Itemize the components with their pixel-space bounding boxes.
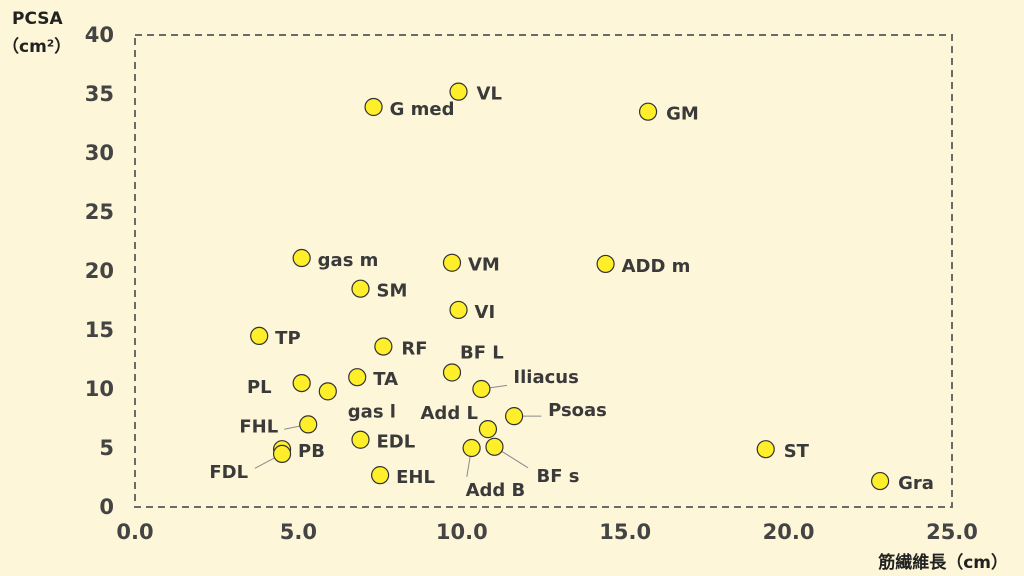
- data-points: [250, 82, 890, 491]
- data-point: [449, 82, 468, 101]
- point-label: Gra: [898, 473, 934, 494]
- point-label: gas l: [348, 401, 396, 422]
- y-tick-label: 0: [99, 495, 114, 519]
- data-point: [250, 326, 269, 345]
- data-point: [292, 374, 311, 393]
- data-point: [351, 279, 370, 298]
- point-label: Psoas: [548, 400, 607, 421]
- point-label: VL: [477, 84, 502, 105]
- point-label: Add L: [421, 403, 478, 424]
- data-point: [364, 97, 383, 117]
- data-point: [442, 253, 462, 272]
- point-label: ST: [784, 441, 810, 462]
- x-tick-label: 5.0: [280, 520, 317, 544]
- point-label: ADD m: [622, 256, 691, 277]
- y-tick-labels: 0 5 10 15 20 25 30 35 40: [85, 23, 114, 519]
- x-tick-labels: 0.0 5.0 10.0 15.0 20.0 25.0: [116, 520, 978, 544]
- point-label: G med: [390, 99, 455, 120]
- point-label: TP: [275, 328, 300, 349]
- x-tick-label: 25.0: [926, 520, 978, 544]
- y-tick-label: 25: [85, 200, 114, 224]
- y-tick-label: 40: [85, 23, 114, 47]
- data-point: [292, 248, 311, 268]
- point-label: GM: [666, 104, 699, 125]
- x-tick-label: 20.0: [763, 520, 815, 544]
- y-tick-label: 35: [85, 82, 114, 106]
- y-tick-label: 5: [99, 436, 114, 460]
- point-label: FDL: [209, 462, 248, 483]
- data-point: [449, 300, 468, 320]
- y-axis-title-line1: PCSA: [12, 9, 63, 29]
- point-label: EDL: [376, 432, 415, 453]
- data-point: [504, 407, 524, 426]
- point-label: VI: [475, 302, 496, 323]
- data-point: [299, 415, 318, 434]
- data-point: [871, 471, 890, 491]
- x-axis-title: 筋繊維長（cm）: [877, 552, 1008, 573]
- y-axis-title-line2: （cm²）: [2, 36, 71, 57]
- data-point: [638, 102, 658, 121]
- plot-frame: [134, 34, 953, 508]
- data-point: [272, 444, 292, 463]
- y-tick-label: 15: [85, 318, 114, 342]
- x-tick-label: 15.0: [599, 520, 651, 544]
- point-label: BF L: [460, 342, 504, 363]
- point-label: Iliacus: [513, 367, 578, 388]
- x-tick-label: 0.0: [116, 520, 153, 544]
- point-label: VM: [468, 255, 500, 276]
- point-label: TA: [373, 369, 398, 390]
- point-label: PL: [247, 377, 272, 398]
- point-label: EHL: [396, 467, 435, 488]
- data-point: [374, 337, 393, 356]
- data-point: [596, 254, 615, 274]
- data-point: [462, 438, 481, 458]
- data-point: [472, 379, 491, 399]
- y-tick-label: 20: [85, 259, 114, 283]
- point-label: SM: [376, 281, 407, 302]
- point-label: gas m: [318, 250, 379, 271]
- x-tick-label: 10.0: [436, 520, 488, 544]
- data-point: [478, 420, 498, 439]
- data-point: [442, 363, 462, 382]
- data-point: [756, 440, 775, 459]
- y-tick-label: 10: [85, 377, 114, 401]
- data-point: [371, 466, 390, 485]
- y-tick-label: 30: [85, 141, 114, 165]
- point-label: RF: [401, 339, 427, 360]
- data-point: [351, 430, 370, 449]
- data-point: [348, 368, 367, 387]
- data-point: [318, 382, 337, 401]
- point-label: Add B: [466, 480, 526, 501]
- point-label: PB: [298, 441, 325, 462]
- point-label: FHL: [239, 416, 278, 437]
- point-labels: VL G med GM gas m VM ADD m SM VI TP RF BF L TA PL Ili…: [209, 84, 934, 501]
- data-point: [485, 437, 504, 456]
- point-label: BF s: [536, 466, 579, 487]
